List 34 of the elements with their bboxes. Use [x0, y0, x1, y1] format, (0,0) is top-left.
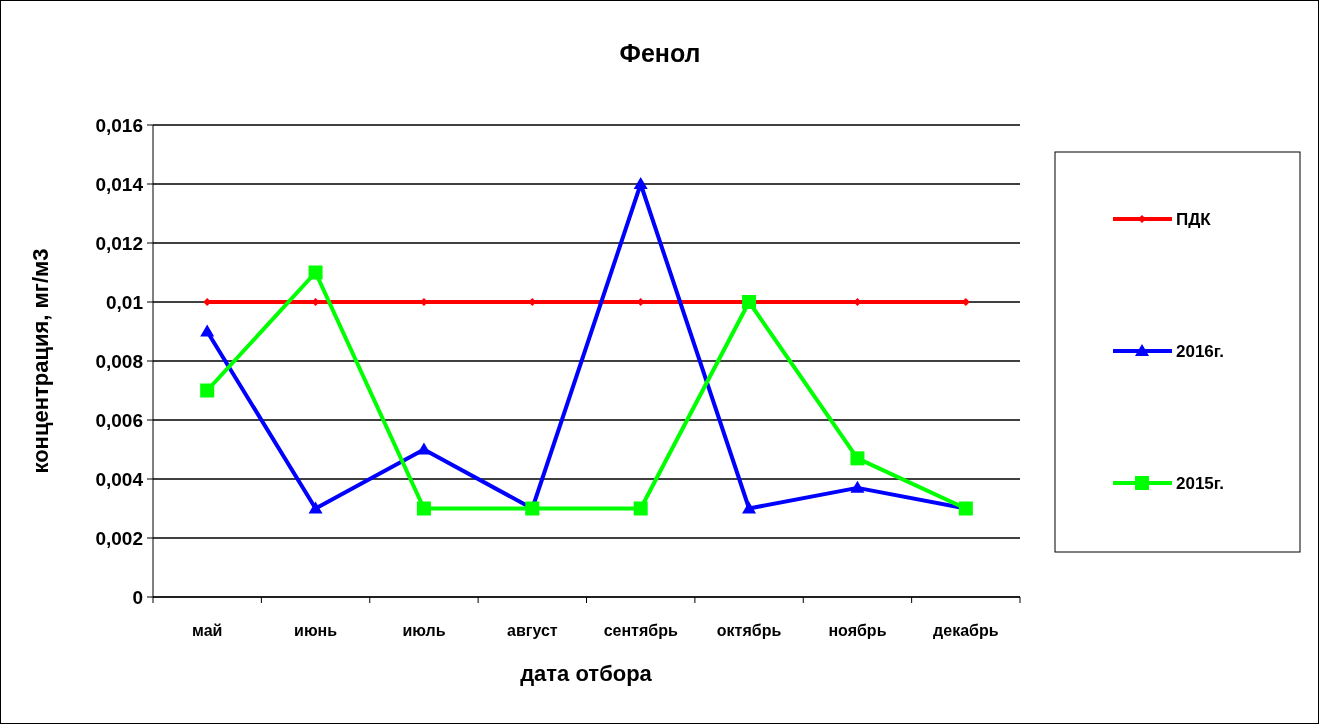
x-tick-label: октябрь	[716, 622, 782, 639]
y-tick-label: 0	[132, 586, 143, 608]
y-tick-label: 0,014	[95, 173, 144, 195]
point	[308, 265, 323, 280]
y-axis-title: концентрация, мг/м3	[28, 248, 53, 474]
x-axis-title: дата отбора	[520, 661, 653, 686]
y-tick-label: 0,012	[95, 232, 143, 254]
legend-label: 2015г.	[1176, 473, 1224, 493]
x-tick-label: май	[192, 622, 223, 639]
legend-label: 2016г.	[1176, 341, 1224, 361]
point	[200, 383, 215, 398]
point	[633, 177, 648, 189]
point	[850, 451, 865, 466]
y-tick-label: 0,004	[95, 468, 144, 490]
x-tick-label: июль	[402, 622, 446, 639]
y-tick-label: 0,016	[95, 114, 143, 136]
point	[742, 501, 757, 514]
point	[416, 501, 431, 516]
x-tick-label: ноябрь	[828, 622, 887, 639]
point	[850, 480, 865, 493]
legend-label: ПДК	[1176, 209, 1212, 229]
y-tick-label: 0,006	[95, 409, 143, 431]
chart-title: Фенол	[619, 39, 701, 67]
y-tick-label: 0,01	[106, 291, 144, 313]
y-tick-label: 0,002	[95, 527, 143, 549]
point	[200, 324, 215, 337]
x-tick-label: сентябрь	[603, 622, 678, 639]
y-tick-label: 0,008	[95, 350, 143, 372]
point	[308, 501, 323, 514]
x-tick-label: август	[506, 622, 558, 639]
x-tick-label: июнь	[294, 622, 338, 639]
point	[633, 501, 648, 516]
point	[416, 442, 431, 455]
x-tick-label: декабрь	[933, 622, 999, 639]
